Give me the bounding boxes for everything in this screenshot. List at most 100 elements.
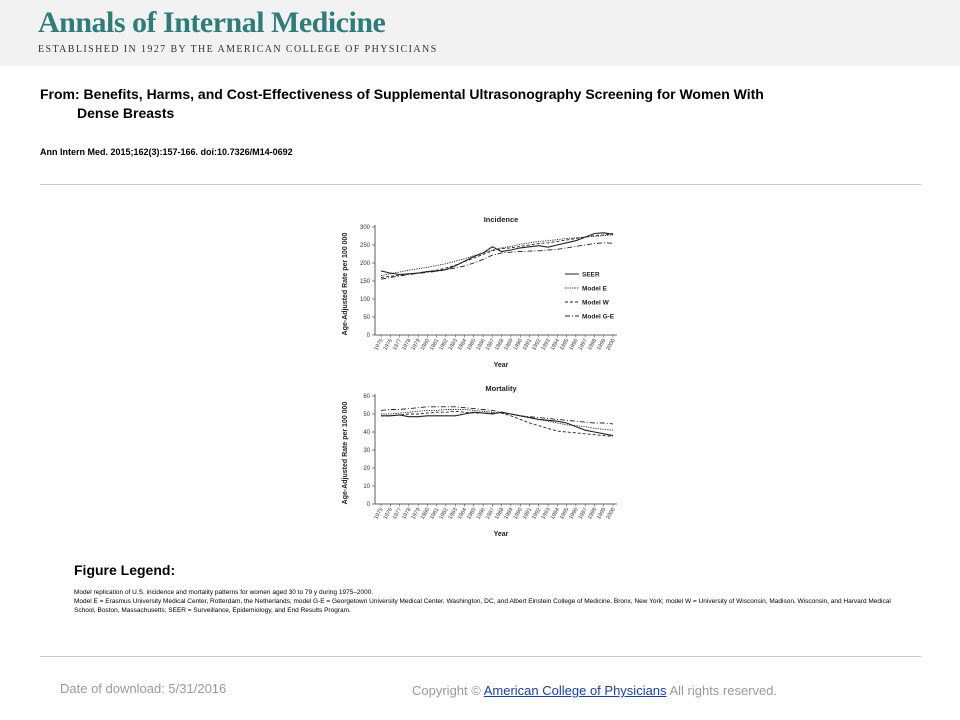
x-tick-label: 2000 [605,338,616,352]
series-line-seer [380,232,614,276]
bottom-divider [40,656,921,657]
x-tick-label: 1976 [383,507,394,521]
x-tick-label: 1987 [485,507,496,521]
figure-legend-text: Model replication of U.S. incidence and … [74,588,904,615]
series-line-model-w [381,410,614,437]
x-tick-label: 1992 [531,507,542,521]
x-tick-label: 1981 [429,338,440,352]
y-tick-label: 10 [363,484,370,490]
x-tick-label: 1999 [596,507,607,521]
x-tick-label: 1995 [559,338,570,352]
y-tick-label: 40 [363,430,370,436]
x-tick-label: 1984 [457,338,468,352]
x-tick-label: 1990 [513,507,524,521]
y-tick-label: 150 [360,279,371,285]
x-tick-label: 1979 [411,507,422,521]
y-tick-label: 100 [360,297,371,303]
y-tick-label: 50 [363,412,370,418]
x-axis-label: Year [494,362,509,369]
x-tick-label: 1975 [373,507,384,521]
x-tick-label: 1989 [503,507,514,521]
x-tick-label: 1982 [438,507,449,521]
x-tick-label: 1996 [568,338,579,352]
journal-established-line: ESTABLISHED IN 1927 BY THE AMERICAN COLL… [38,44,438,55]
chart-1: Mortality0102030405060197519761977197819… [342,384,617,538]
x-tick-label: 1981 [429,507,440,521]
x-tick-label: 1983 [448,507,459,521]
journal-masthead: Annals of Internal Medicine ESTABLISHED … [0,0,960,66]
download-date: Date of download: 5/31/2016 [60,681,226,696]
chart-title: Incidence [484,215,519,224]
x-tick-label: 1977 [392,507,403,521]
x-tick-label: 1987 [485,338,496,352]
x-tick-label: 1997 [578,507,589,521]
x-tick-label: 1990 [513,338,524,352]
x-tick-label: 1997 [578,338,589,352]
download-date-label: Date of download: [60,681,165,696]
x-tick-label: 1994 [550,338,561,352]
figure-legend-heading: Figure Legend: [74,562,176,578]
x-tick-label: 1996 [568,507,579,521]
x-tick-label: 1992 [531,338,542,352]
y-tick-label: 60 [363,394,370,400]
article-citation: Ann Intern Med. 2015;162(3):157-166. doi… [40,147,293,157]
download-date-value: 5/31/2016 [168,681,227,696]
x-tick-label: 1993 [540,507,551,521]
x-tick-label: 1978 [401,507,412,521]
copyright-notice: Copyright © American College of Physicia… [412,683,777,698]
x-tick-label: 1986 [475,507,486,521]
x-tick-label: 1998 [587,507,598,521]
y-axis-label: Age-Adjusted Rate per 100 000 [342,233,349,336]
legend-label: Model G-E [582,313,615,320]
x-tick-label: 1975 [373,338,384,352]
x-tick-label: 1993 [540,338,551,352]
x-tick-label: 1985 [466,507,477,521]
x-tick-label: 1980 [420,338,431,352]
series-line-model-e [380,234,614,277]
x-tick-label: 1986 [475,338,486,352]
series-line-model-g-e [380,406,614,425]
y-tick-label: 300 [360,225,371,231]
x-tick-label: 1982 [438,338,449,352]
x-tick-label: 1977 [392,338,403,352]
figure-legend-line1: Model replication of U.S. incidence and … [74,589,374,596]
x-tick-label: 1991 [522,507,533,521]
publisher-link[interactable]: American College of Physicians [483,683,667,698]
top-divider [40,184,921,185]
x-tick-label: 1985 [466,338,477,352]
x-tick-label: 1995 [559,507,570,521]
series-line-seer [381,411,614,437]
article-title: From: Benefits, Harms, and Cost-Effectiv… [40,85,880,123]
x-tick-label: 1984 [457,507,468,521]
legend-label: SEER [582,271,600,278]
y-axis-label: Age-Adjusted Rate per 100 000 [342,402,349,505]
x-tick-label: 1979 [411,338,422,352]
copyright-prefix: Copyright © [412,683,481,698]
series-line-model-g-e [380,242,614,280]
y-tick-label: 20 [363,466,370,472]
x-tick-label: 1989 [503,338,514,352]
legend-label: Model E [582,285,608,292]
y-tick-label: 250 [360,243,371,249]
y-tick-label: 30 [363,448,370,454]
chart-0: Incidence0501001502002503001975197619771… [342,215,617,369]
x-tick-label: 1998 [587,338,598,352]
y-tick-label: 0 [367,502,371,508]
article-title-line2: Dense Breasts [77,105,175,121]
x-tick-label: 2000 [605,507,616,521]
y-tick-label: 0 [367,333,371,339]
x-tick-label: 1978 [401,338,412,352]
x-tick-label: 1999 [596,338,607,352]
x-tick-label: 1991 [522,338,533,352]
y-tick-label: 50 [363,315,370,321]
x-tick-label: 1988 [494,507,505,521]
copyright-suffix: All rights reserved. [669,683,778,698]
y-tick-label: 200 [360,261,371,267]
x-tick-label: 1994 [550,507,561,521]
x-tick-label: 1976 [383,338,394,352]
figure-legend-line2: Model E = Erasmus University Medical Cen… [74,598,891,614]
chart-title: Mortality [485,384,517,393]
x-axis-label: Year [494,531,509,538]
x-tick-label: 1988 [494,338,505,352]
